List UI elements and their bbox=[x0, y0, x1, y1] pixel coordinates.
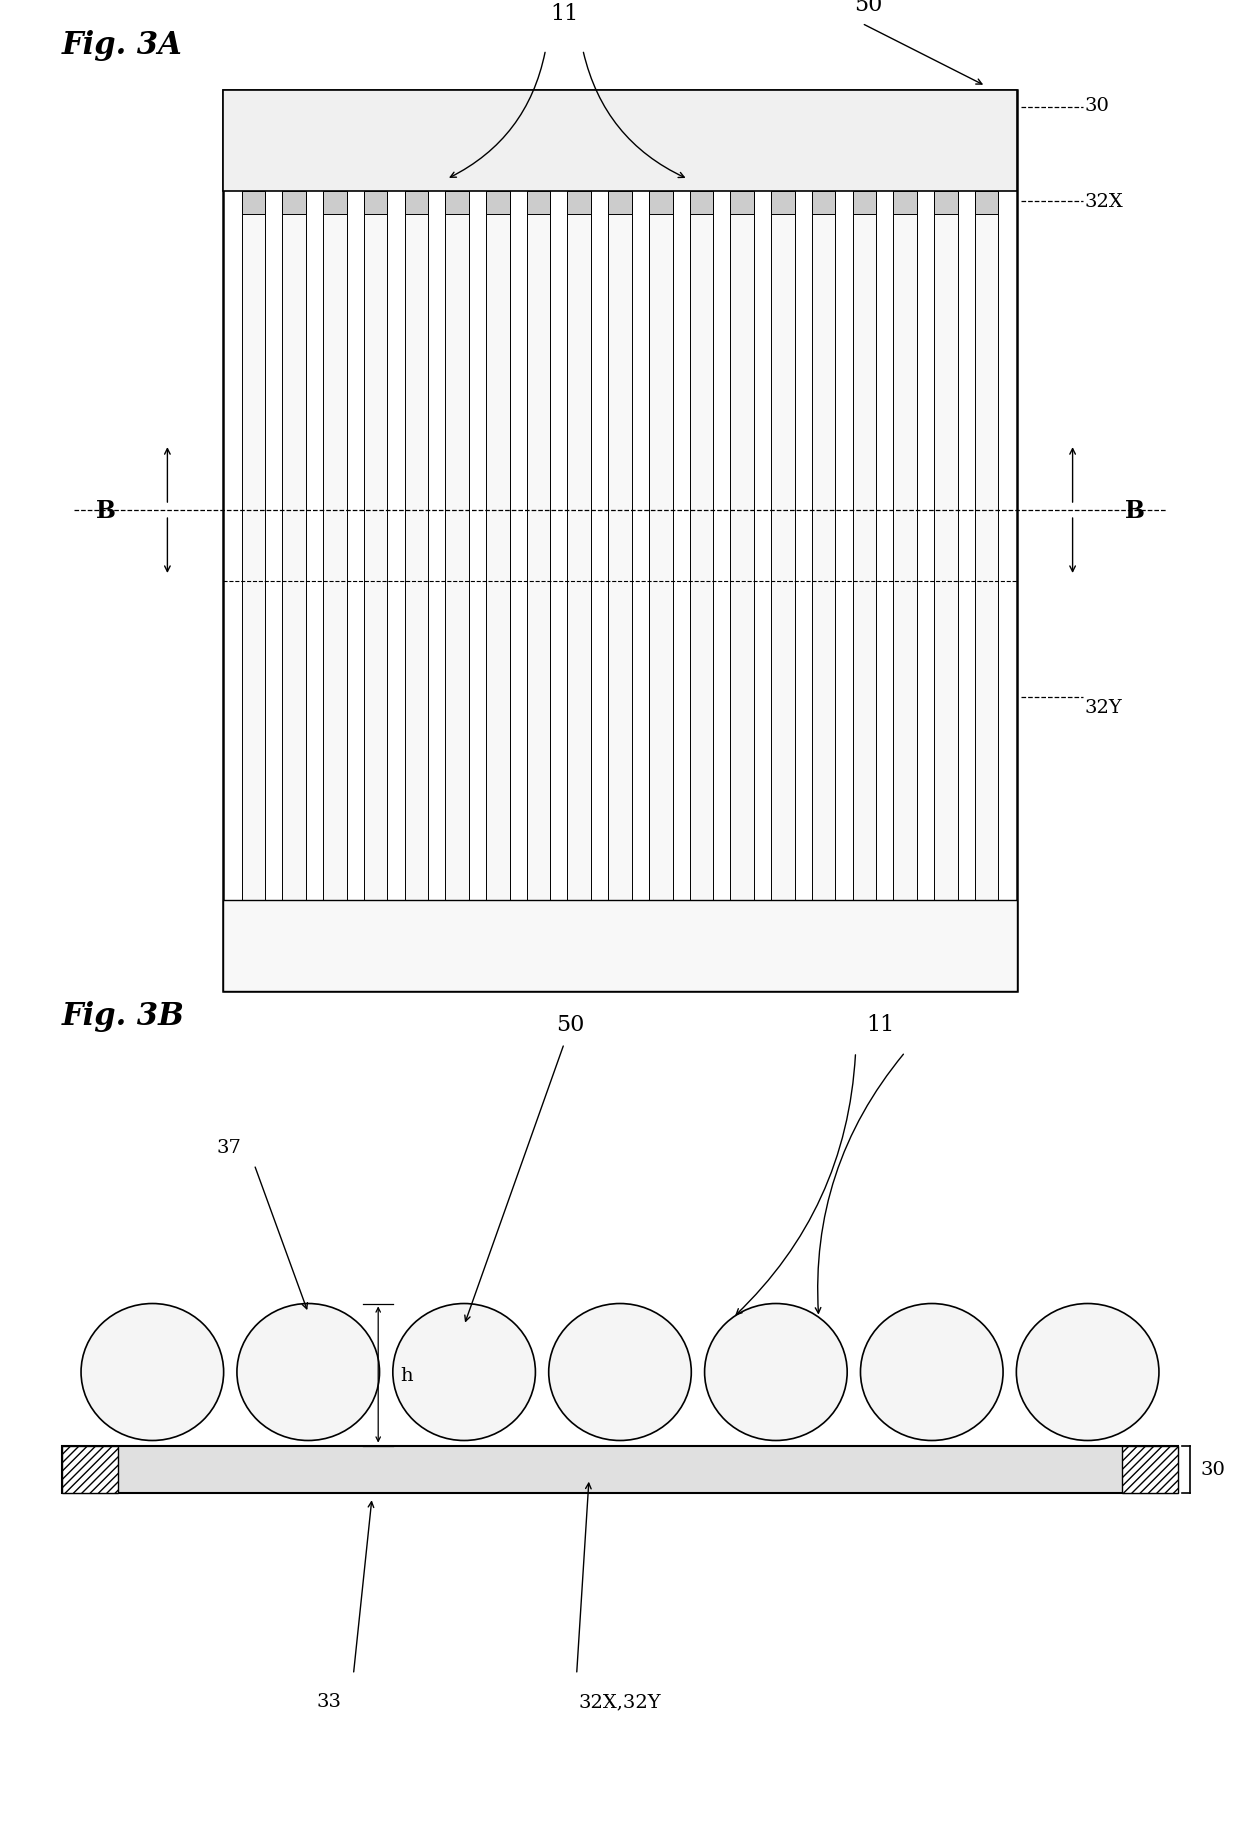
Bar bbox=[283, 191, 306, 899]
Bar bbox=[363, 191, 387, 899]
Bar bbox=[445, 191, 469, 899]
Text: 32X: 32X bbox=[1085, 193, 1123, 211]
Bar bbox=[975, 191, 998, 899]
Bar bbox=[893, 191, 916, 899]
Bar bbox=[730, 191, 754, 215]
Bar bbox=[689, 191, 713, 899]
Bar bbox=[324, 191, 347, 215]
Bar bbox=[486, 191, 510, 899]
Text: 30: 30 bbox=[1200, 1460, 1225, 1479]
Text: Fig. 3B: Fig. 3B bbox=[62, 1000, 185, 1032]
Bar bbox=[934, 191, 957, 215]
Text: 11: 11 bbox=[867, 1013, 894, 1035]
Bar bbox=[223, 899, 1017, 991]
Bar bbox=[242, 191, 265, 215]
Bar bbox=[771, 191, 795, 899]
Bar bbox=[893, 191, 916, 215]
Bar bbox=[445, 191, 469, 215]
Text: 37: 37 bbox=[217, 1138, 242, 1157]
Text: Fig. 3A: Fig. 3A bbox=[62, 29, 182, 61]
Text: 11: 11 bbox=[551, 4, 578, 26]
Bar bbox=[608, 191, 632, 215]
Bar bbox=[62, 1445, 1178, 1493]
Ellipse shape bbox=[393, 1304, 536, 1440]
Bar bbox=[324, 191, 347, 899]
Bar bbox=[812, 191, 836, 215]
Bar bbox=[975, 191, 998, 215]
Text: 50: 50 bbox=[557, 1013, 584, 1035]
Bar bbox=[223, 90, 1017, 991]
Bar bbox=[568, 191, 591, 215]
Bar bbox=[223, 90, 1017, 191]
Bar bbox=[608, 191, 632, 899]
Bar bbox=[730, 191, 754, 899]
Ellipse shape bbox=[237, 1304, 379, 1440]
Ellipse shape bbox=[549, 1304, 692, 1440]
Bar bbox=[853, 191, 877, 215]
Ellipse shape bbox=[704, 1304, 847, 1440]
Text: B: B bbox=[1125, 498, 1145, 522]
Text: h: h bbox=[401, 1366, 413, 1383]
Bar bbox=[1122, 1445, 1178, 1493]
Bar bbox=[527, 191, 551, 899]
Text: 32Y: 32Y bbox=[1085, 699, 1122, 717]
Bar bbox=[486, 191, 510, 215]
Ellipse shape bbox=[1017, 1304, 1159, 1440]
Bar bbox=[771, 191, 795, 215]
Bar bbox=[527, 191, 551, 215]
Bar bbox=[404, 191, 428, 215]
Bar bbox=[363, 191, 387, 215]
Bar bbox=[649, 191, 672, 899]
Bar bbox=[853, 191, 877, 899]
Bar bbox=[404, 191, 428, 899]
Bar bbox=[812, 191, 836, 899]
Text: 30: 30 bbox=[1085, 97, 1110, 116]
Bar bbox=[242, 191, 265, 899]
Ellipse shape bbox=[861, 1304, 1003, 1440]
Bar bbox=[62, 1445, 118, 1493]
Text: 32X,32Y: 32X,32Y bbox=[579, 1692, 661, 1710]
Text: 50: 50 bbox=[854, 0, 882, 17]
Bar bbox=[649, 191, 672, 215]
Bar bbox=[568, 191, 591, 899]
Text: 33: 33 bbox=[316, 1692, 341, 1710]
Bar bbox=[934, 191, 957, 899]
Bar bbox=[283, 191, 306, 215]
Text: B: B bbox=[95, 498, 115, 522]
Bar bbox=[689, 191, 713, 215]
Ellipse shape bbox=[81, 1304, 223, 1440]
